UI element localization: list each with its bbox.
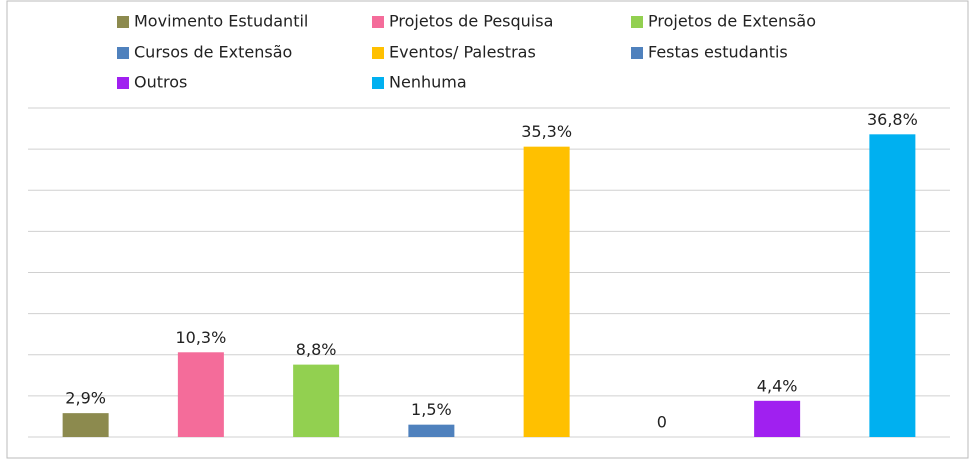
legend-label: Movimento Estudantil	[134, 12, 308, 31]
data-label: 35,3%	[521, 122, 572, 141]
data-label: 10,3%	[175, 328, 226, 347]
bar	[523, 146, 570, 437]
bar	[869, 134, 916, 437]
legend-label: Festas estudantis	[648, 43, 788, 62]
bar	[177, 352, 224, 437]
data-label: 8,8%	[296, 340, 337, 359]
legend-label: Cursos de Extensão	[134, 43, 292, 62]
legend-swatch	[117, 16, 129, 28]
data-label: 1,5%	[411, 400, 452, 419]
legend-label: Outros	[134, 73, 187, 92]
legend-label: Projetos de Pesquisa	[389, 12, 553, 31]
legend-swatch	[117, 47, 129, 59]
legend-label: Nenhuma	[389, 73, 467, 92]
legend-label: Eventos/ Palestras	[389, 43, 536, 62]
legend-label: Projetos de Extensão	[648, 12, 816, 31]
legend-swatch	[631, 47, 643, 59]
legend-swatch	[631, 16, 643, 28]
data-label: 2,9%	[65, 389, 106, 408]
bar	[754, 400, 801, 437]
legend-swatch	[372, 16, 384, 28]
bar	[62, 413, 109, 437]
bar	[408, 424, 455, 437]
legend-swatch	[372, 77, 384, 89]
data-label: 4,4%	[757, 376, 798, 395]
legend-swatch	[117, 77, 129, 89]
chart-frame	[6, 0, 969, 459]
bar	[293, 364, 340, 437]
data-label: 0	[657, 413, 667, 432]
data-label: 36,8%	[867, 110, 918, 129]
legend-swatch	[372, 47, 384, 59]
